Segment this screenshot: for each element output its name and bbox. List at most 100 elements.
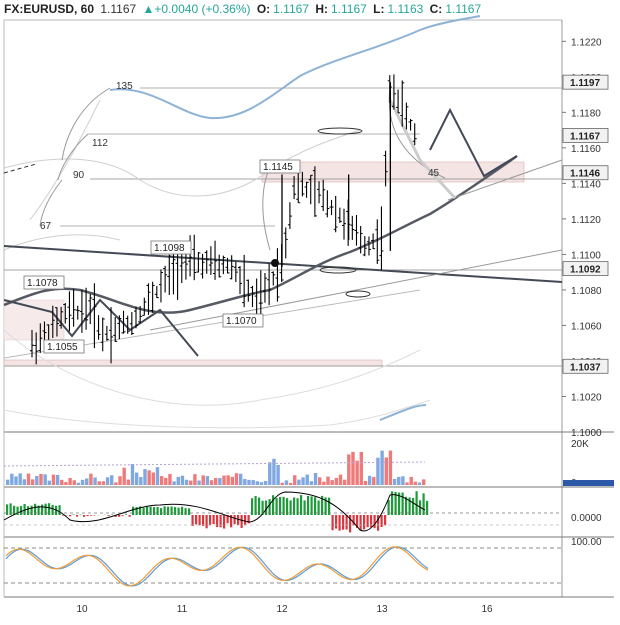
high-value: 1.1167 <box>331 2 367 16</box>
volume-bar <box>139 477 143 485</box>
macd-histogram-bar <box>422 493 425 515</box>
macd-histogram-bar <box>125 514 128 515</box>
macd-histogram-bar <box>265 500 268 515</box>
volume-bar <box>76 482 81 485</box>
macd-histogram-bar <box>69 515 72 517</box>
macd-histogram-bar <box>380 515 383 528</box>
macd-histogram-bar <box>34 503 37 515</box>
volume-bar <box>218 478 222 485</box>
time-axis[interactable]: 10 11 12 13 16 <box>76 604 493 615</box>
open-label: O: <box>256 2 271 16</box>
macd-histogram-bar <box>174 507 177 515</box>
macd-histogram-bar <box>153 507 156 515</box>
macd-histogram-bar <box>83 515 86 517</box>
volume-bar <box>243 478 247 485</box>
macd-histogram-bar <box>370 515 373 528</box>
price-bars <box>30 74 417 365</box>
macd-histogram-bar <box>107 515 110 516</box>
symbol-label[interactable]: FX:EURUSD, 60 <box>4 2 95 16</box>
y-tick-label: 1.1000 <box>571 428 602 439</box>
symbol-header: FX:EURUSD, 60 1.1167 ▲+0.0040 (+0.36%) O… <box>4 2 484 16</box>
volume-bar <box>105 477 110 485</box>
macd-histogram-bar <box>289 500 292 515</box>
macd-histogram-bar <box>188 508 191 515</box>
volume-bar <box>89 473 93 485</box>
macd-histogram-bar <box>216 515 219 528</box>
macd-histogram-bar <box>310 496 313 515</box>
volume-bar <box>176 476 180 485</box>
macd-histogram-bar <box>44 503 47 515</box>
macd-histogram-bar <box>331 515 334 531</box>
price-flag <box>562 165 609 181</box>
macd-histogram-bar <box>261 500 264 515</box>
macd-histogram-bar <box>275 498 278 515</box>
macd-histogram-bar <box>338 515 341 531</box>
macd-line <box>3 491 426 532</box>
low-value: 1.1163 <box>387 2 424 16</box>
high-label: H: <box>315 2 328 16</box>
macd-histogram-bar <box>314 497 317 515</box>
volume-bar <box>26 473 31 485</box>
dark-trendline <box>3 245 563 283</box>
volume-bar <box>226 475 230 485</box>
pane-frames <box>3 19 614 598</box>
macd-histogram-bar <box>293 497 296 515</box>
macd-histogram-bar <box>279 496 282 515</box>
volume-bar <box>130 463 135 485</box>
volume-bar <box>268 462 272 485</box>
price-flag-label: 1.1167 <box>570 131 600 142</box>
price-flag <box>562 128 609 143</box>
x-tick-label: 10 <box>76 604 88 615</box>
macd-histogram-bar <box>27 506 30 515</box>
macd-histogram-bar <box>139 506 142 515</box>
low-label: L: <box>373 2 385 16</box>
volume-bar <box>334 477 339 485</box>
macd-histogram-bar <box>9 503 12 515</box>
macd-histogram-bar <box>23 503 26 515</box>
macd-histogram-bar <box>317 500 320 515</box>
volume-bar <box>110 475 114 485</box>
macd-histogram-bar <box>230 515 233 528</box>
volume-bar <box>214 478 218 485</box>
price-axis[interactable]: 1.12201.12001.11801.11601.11401.11201.11… <box>562 37 602 439</box>
macd-histogram-bar <box>328 497 331 515</box>
stoch-d-line <box>5 546 429 587</box>
zone-lower <box>3 359 383 367</box>
macd-histogram-bar <box>251 498 254 515</box>
macd-histogram-bar <box>352 515 355 526</box>
macd-histogram-bar <box>191 515 194 527</box>
blue-bands <box>109 15 481 421</box>
macd-histogram-bar <box>233 515 236 525</box>
macd-histogram-bar <box>282 496 285 515</box>
volume-bar <box>30 479 35 485</box>
volume-bar <box>355 460 359 485</box>
volume-bar <box>172 481 176 485</box>
volume-bar <box>114 482 118 485</box>
volume-bar <box>151 472 155 485</box>
price-flags: 1.1197 1.1167 1.1146 1.1092 1.1037 <box>562 74 609 374</box>
macd-histogram-bar <box>240 515 243 528</box>
zigzag-projections <box>3 99 518 357</box>
macd-histogram-bar <box>184 508 187 515</box>
volume-bar <box>60 479 64 485</box>
price-flag <box>562 358 609 374</box>
y-tick-label: 1.1080 <box>571 286 602 297</box>
macd-histogram-bar <box>426 500 429 515</box>
volume-bar <box>351 451 355 485</box>
stoch-axis: 100.00 <box>571 537 602 548</box>
macd-histogram-bar <box>363 515 366 530</box>
volume-bar <box>193 474 197 485</box>
macd-histogram-bar <box>114 515 117 517</box>
macd-histogram-bar <box>30 505 33 515</box>
fib-level-label: 67 <box>40 221 52 232</box>
macd-histogram-bar <box>160 508 163 515</box>
y-tick-label: 1.1160 <box>571 144 601 155</box>
volume-bar <box>313 473 318 485</box>
volume-bar <box>43 474 47 485</box>
volume-bar <box>230 476 235 485</box>
macd-histogram-bar <box>345 515 348 530</box>
zone-left <box>3 299 65 341</box>
volume-bar <box>14 476 18 485</box>
fib-level-label: 135 <box>116 81 133 92</box>
